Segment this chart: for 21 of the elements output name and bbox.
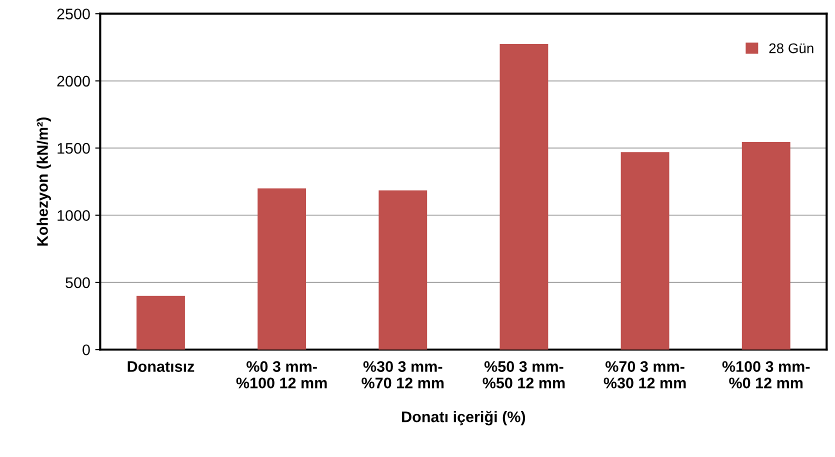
y-tick-label: 2500 bbox=[57, 8, 90, 20]
bar bbox=[500, 44, 548, 350]
bar bbox=[742, 142, 790, 350]
x-tick-label: %50 3 mm- %50 12 mm bbox=[482, 361, 565, 388]
x-tick-label: %0 3 mm- %100 12 mm bbox=[236, 361, 327, 388]
x-axis-title: Donatı içeriği (%) bbox=[402, 410, 526, 426]
y-tick-label: 1500 bbox=[58, 142, 90, 154]
y-tick-label: 500 bbox=[66, 277, 90, 288]
y-tick-label: 0 bbox=[82, 344, 90, 356]
bar bbox=[620, 152, 670, 350]
y-tick-label: 2000 bbox=[57, 76, 90, 87]
y-axis-title: Kohezyon (kN/m²) bbox=[36, 117, 51, 246]
bar bbox=[136, 296, 185, 350]
legend-label: 28 Gün bbox=[769, 43, 814, 54]
x-tick-label: Donatısız bbox=[128, 361, 194, 372]
bar bbox=[378, 190, 428, 350]
x-tick-label: %100 3 mm- %0 12 mm bbox=[722, 361, 810, 388]
x-tick-label: %70 3 mm- %30 12 mm bbox=[604, 361, 686, 388]
y-tick-label: 1000 bbox=[58, 210, 90, 221]
bar bbox=[258, 188, 306, 350]
x-tick-label: %30 3 mm- %70 12 mm bbox=[362, 361, 444, 388]
